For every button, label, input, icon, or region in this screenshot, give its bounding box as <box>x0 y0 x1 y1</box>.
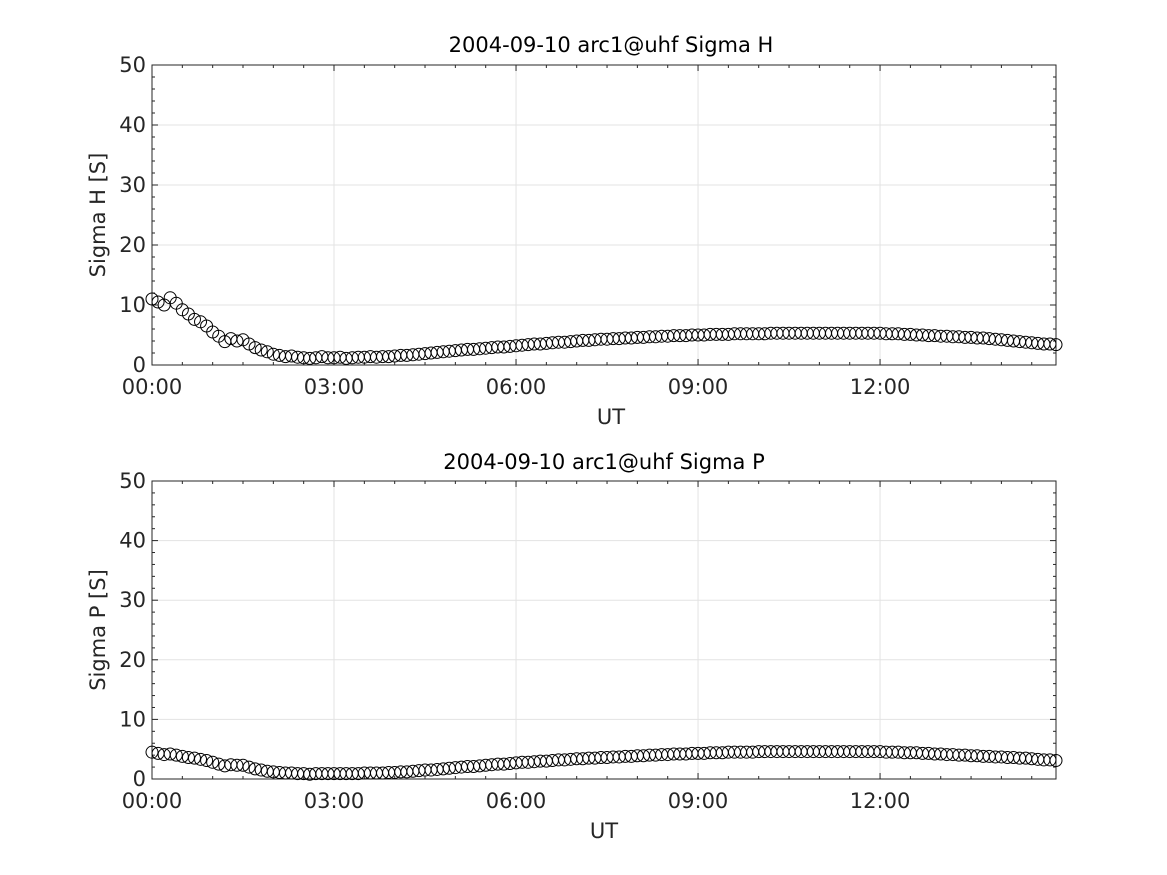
sigma-h-plot-frame <box>151 64 1057 366</box>
x-tick-label: 09:00 <box>668 375 729 399</box>
sigma-h-grid <box>151 64 1056 366</box>
y-tick-label: 10 <box>119 707 146 731</box>
sigma-h-y-axis-label: Sigma H [S] <box>86 153 110 278</box>
data-point <box>1043 337 1057 351</box>
data-point <box>145 292 159 306</box>
y-tick-label: 30 <box>119 173 146 197</box>
y-tick-label: 20 <box>119 233 146 257</box>
data-point <box>151 295 165 309</box>
sigma-h-data-series <box>145 291 1063 365</box>
y-tick-label: 0 <box>133 767 146 791</box>
data-point <box>266 347 280 361</box>
data-point <box>248 341 262 355</box>
x-tick-label: 06:00 <box>486 789 547 813</box>
sigma-p-tick-labels: 0 10 20 30 40 50 00:00 03:00 06:00 09:00 12:00 <box>119 469 910 813</box>
x-tick-label: 03:00 <box>304 789 365 813</box>
data-point <box>1043 753 1057 767</box>
y-tick-label: 50 <box>119 53 146 77</box>
sigma-p-y-axis-label: Sigma P [S] <box>86 569 110 691</box>
sigma-p-panel: 2004-09-10 arc1@uhf Sigma P UT Sigma P [… <box>86 450 1063 843</box>
sigma-h-title: 2004-09-10 arc1@uhf Sigma H <box>449 33 774 57</box>
sigma-h-panel: 2004-09-10 arc1@uhf Sigma H UT Sigma H [… <box>86 33 1063 429</box>
sigma-h-x-axis-label: UT <box>597 405 625 429</box>
sigma-p-plot-frame <box>151 480 1057 780</box>
sigma-h-tick-labels: 0 10 20 30 40 50 00:00 03:00 06:00 09:00 12:00 <box>119 53 910 399</box>
data-point <box>200 754 214 768</box>
y-tick-label: 40 <box>119 113 146 137</box>
data-point <box>1049 338 1063 352</box>
data-point <box>163 747 177 761</box>
x-tick-label: 12:00 <box>850 789 911 813</box>
data-point <box>242 760 256 774</box>
sigma-p-x-axis-label: UT <box>590 819 618 843</box>
y-tick-label: 20 <box>119 648 146 672</box>
data-point <box>187 312 201 326</box>
y-tick-label: 0 <box>133 353 146 377</box>
sigma-p-title: 2004-09-10 arc1@uhf Sigma P <box>443 450 765 474</box>
data-point <box>194 752 208 766</box>
y-tick-label: 40 <box>119 529 146 553</box>
data-point <box>236 758 250 772</box>
data-point <box>206 755 220 769</box>
y-tick-label: 10 <box>119 293 146 317</box>
data-point <box>169 748 183 762</box>
data-point <box>248 762 262 776</box>
y-tick-label: 30 <box>119 588 146 612</box>
sigma-p-grid <box>151 480 1056 780</box>
sigma-p-ticks <box>151 480 1056 780</box>
x-tick-label: 09:00 <box>668 789 729 813</box>
x-tick-label: 06:00 <box>486 375 547 399</box>
sigma-h-ticks <box>151 64 1056 366</box>
data-point <box>260 345 274 359</box>
x-tick-label: 00:00 <box>122 789 183 813</box>
data-point <box>145 745 159 759</box>
x-tick-label: 00:00 <box>122 375 183 399</box>
data-point <box>254 343 268 357</box>
y-tick-label: 50 <box>119 469 146 493</box>
x-tick-label: 03:00 <box>304 375 365 399</box>
x-tick-label: 12:00 <box>850 375 911 399</box>
data-point <box>242 337 256 351</box>
data-point <box>230 334 244 348</box>
sigma-p-data-series <box>145 745 1063 781</box>
data-point <box>1049 754 1063 768</box>
data-point <box>187 751 201 765</box>
